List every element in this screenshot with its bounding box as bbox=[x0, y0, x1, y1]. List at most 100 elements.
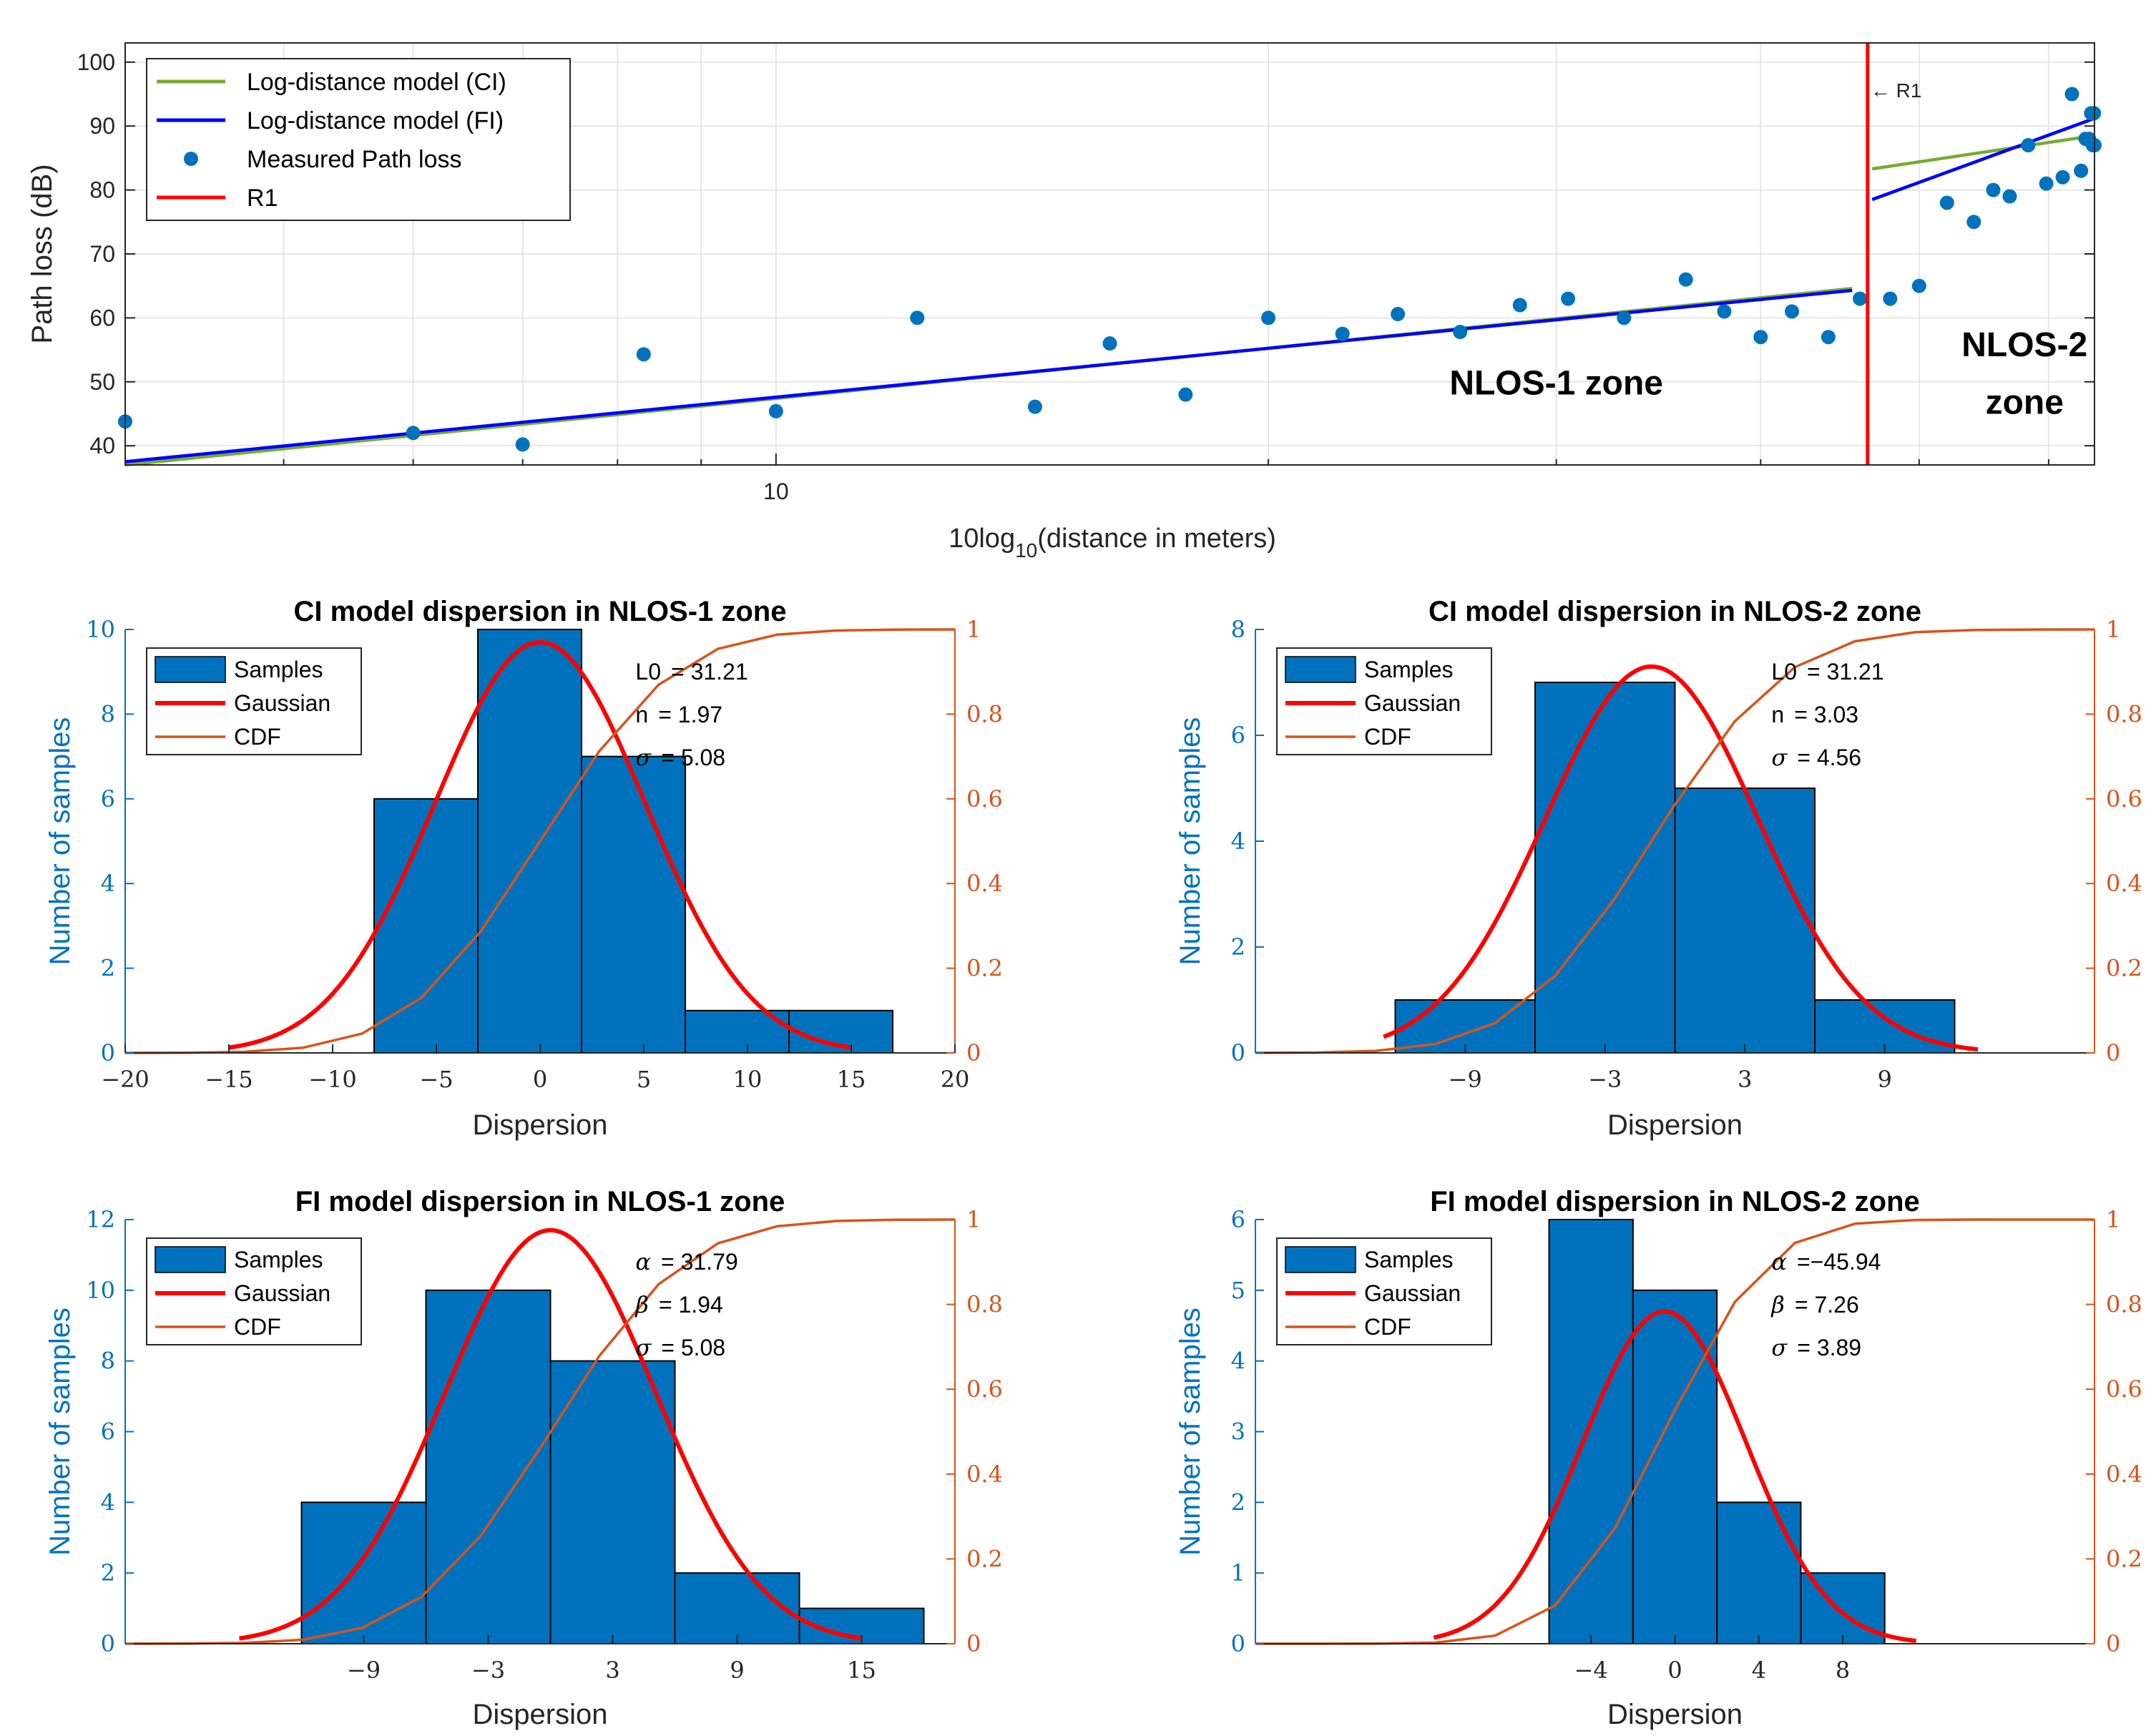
x-tick-label: 9 bbox=[730, 1657, 744, 1684]
y-axis-label: Path loss (dB) bbox=[26, 164, 58, 343]
parameter-value: = 3.89 bbox=[1797, 1335, 1861, 1360]
measured-point bbox=[1335, 326, 1350, 341]
histogram-bar bbox=[581, 755, 686, 1054]
right-y-tick-label: 0.8 bbox=[966, 1291, 1003, 1318]
left-y-tick-label: 8 bbox=[101, 1348, 115, 1375]
measured-point bbox=[2021, 138, 2036, 153]
legend-label: Samples bbox=[234, 1247, 323, 1272]
parameter-annotation: σ = 5.08 bbox=[635, 744, 725, 771]
parameter-name: n bbox=[635, 702, 648, 727]
right-y-tick-label: 0.4 bbox=[2106, 1461, 2142, 1488]
right-y-tick-label: 0.8 bbox=[966, 700, 1003, 727]
parameter-annotation: n = 1.97 bbox=[635, 702, 722, 727]
measured-point bbox=[1617, 310, 1632, 325]
measured-point bbox=[2074, 163, 2089, 178]
legend-label: Gaussian bbox=[1364, 1280, 1461, 1306]
left-y-tick-label: 3 bbox=[1231, 1418, 1245, 1446]
measured-point bbox=[515, 437, 530, 452]
cdf-curve bbox=[1255, 628, 2095, 1054]
x-axis-label: 10log10(distance in meters) bbox=[949, 524, 1276, 561]
parameter-annotation: σ = 4.56 bbox=[1771, 744, 1861, 771]
legend-bar-swatch bbox=[155, 656, 226, 683]
x-tick-label: −3 bbox=[471, 1657, 505, 1684]
gaussian-curve bbox=[228, 639, 852, 1050]
measured-point bbox=[1102, 336, 1117, 351]
right-y-tick-label: 0 bbox=[2106, 1630, 2120, 1657]
parameter-name: σ bbox=[1771, 744, 1788, 771]
x-tick-label: 15 bbox=[847, 1657, 876, 1684]
right-y-tick-label: 0.4 bbox=[2106, 870, 2142, 897]
legend-box bbox=[146, 58, 571, 221]
legend-label: Gaussian bbox=[1364, 690, 1461, 716]
legend-label: Samples bbox=[1364, 657, 1454, 682]
ci-nlos2-histogram: 0 2 4 6 8 0 0.2 0.4 0.6 0.8 1 −9 −3 3 9 CI model disper… bbox=[1175, 596, 2142, 1141]
parameter-annotation: σ = 3.89 bbox=[1771, 1334, 1861, 1361]
y-tick-label: 100 bbox=[77, 49, 115, 75]
x-tick-label: 8 bbox=[1836, 1657, 1850, 1684]
x-tick-label: 0 bbox=[1667, 1657, 1682, 1684]
parameter-value: = 31.21 bbox=[1807, 659, 1884, 685]
measured-point bbox=[1883, 291, 1898, 306]
parameter-value: =−45.94 bbox=[1797, 1249, 1881, 1275]
histogram-title: CI model dispersion in NLOS-2 zone bbox=[1429, 596, 1921, 627]
legend-label: CDF bbox=[234, 1314, 281, 1340]
zone-annotation: NLOS-2 bbox=[1961, 326, 2087, 364]
left-y-tick-label: 5 bbox=[1231, 1277, 1245, 1304]
left-y-tick-label: 8 bbox=[1231, 616, 1245, 643]
x-axis-label-subscript: 10 bbox=[1015, 539, 1037, 561]
right-y-tick-label: 1 bbox=[966, 1206, 981, 1233]
measured-point bbox=[1678, 272, 1693, 287]
right-y-tick-label: 0.2 bbox=[2106, 955, 2142, 982]
gaussian-curve bbox=[1433, 1309, 1917, 1643]
x-tick-label: −10 bbox=[308, 1066, 357, 1093]
path-loss-chart: ← R1 40 50 60 70 80 90 100 10 Path loss (dB) 10log… bbox=[26, 42, 2102, 561]
left-y-tick-label: 12 bbox=[86, 1206, 115, 1233]
histogram-title: CI model dispersion in NLOS-1 zone bbox=[294, 596, 787, 627]
legend-label: Log-distance model (FI) bbox=[247, 107, 504, 134]
right-y-tick-label: 0.8 bbox=[2106, 700, 2142, 727]
right-y-tick-label: 1 bbox=[966, 616, 981, 643]
measured-point bbox=[406, 426, 421, 441]
x-tick-label: −20 bbox=[101, 1066, 150, 1093]
zone-annotation: zone bbox=[1986, 383, 2064, 421]
cdf-curve bbox=[124, 628, 956, 1054]
left-y-tick-label: 6 bbox=[1231, 722, 1245, 749]
cdf-curve bbox=[124, 1218, 956, 1645]
y-tick-label: 70 bbox=[89, 241, 115, 267]
left-y-tick-label: 2 bbox=[1231, 1489, 1245, 1516]
histogram-bar bbox=[788, 1009, 893, 1054]
measured-point bbox=[1821, 330, 1836, 345]
y-axis-label: Number of samples bbox=[1175, 1308, 1206, 1556]
x-axis-label: Dispersion bbox=[1607, 1109, 1743, 1141]
left-y-tick-label: 4 bbox=[101, 870, 115, 897]
right-y-tick-label: 0.2 bbox=[966, 1545, 1003, 1572]
legend-label: CDF bbox=[234, 724, 281, 750]
right-y-tick-label: 0.6 bbox=[2106, 1375, 2142, 1403]
x-tick-label: 0 bbox=[533, 1066, 547, 1093]
r1-label: ← R1 bbox=[1871, 79, 1922, 102]
right-y-tick-label: 0.8 bbox=[2106, 1291, 2142, 1318]
parameter-name: σ bbox=[1771, 1334, 1788, 1361]
right-y-tick-label: 0.2 bbox=[2106, 1545, 2142, 1572]
y-axis-label: Number of samples bbox=[44, 1308, 76, 1556]
parameter-name: β bbox=[1770, 1291, 1785, 1318]
left-y-tick-label: 2 bbox=[1231, 933, 1245, 961]
parameter-annotation: α = 31.79 bbox=[635, 1248, 738, 1275]
x-tick-label: −4 bbox=[1574, 1657, 1608, 1684]
right-y-tick-label: 0.2 bbox=[966, 955, 1003, 982]
histogram-bar bbox=[549, 1360, 676, 1644]
measured-point bbox=[2002, 189, 2017, 204]
measured-point bbox=[1391, 307, 1406, 322]
parameter-value: = 3.03 bbox=[1794, 702, 1858, 727]
left-y-tick-label: 8 bbox=[101, 700, 115, 727]
fi-model-line bbox=[1871, 117, 2095, 202]
legend-label: Gaussian bbox=[234, 690, 330, 716]
legend-label: Samples bbox=[234, 657, 323, 682]
right-y-tick-label: 0.4 bbox=[966, 870, 1003, 897]
legend-label: Samples bbox=[1364, 1247, 1454, 1272]
right-y-tick-label: 0 bbox=[966, 1630, 981, 1657]
legend-label: Gaussian bbox=[234, 1280, 330, 1306]
histogram-bar bbox=[373, 798, 479, 1054]
x-tick-label: −15 bbox=[205, 1066, 253, 1093]
left-y-tick-label: 4 bbox=[1231, 1348, 1245, 1375]
